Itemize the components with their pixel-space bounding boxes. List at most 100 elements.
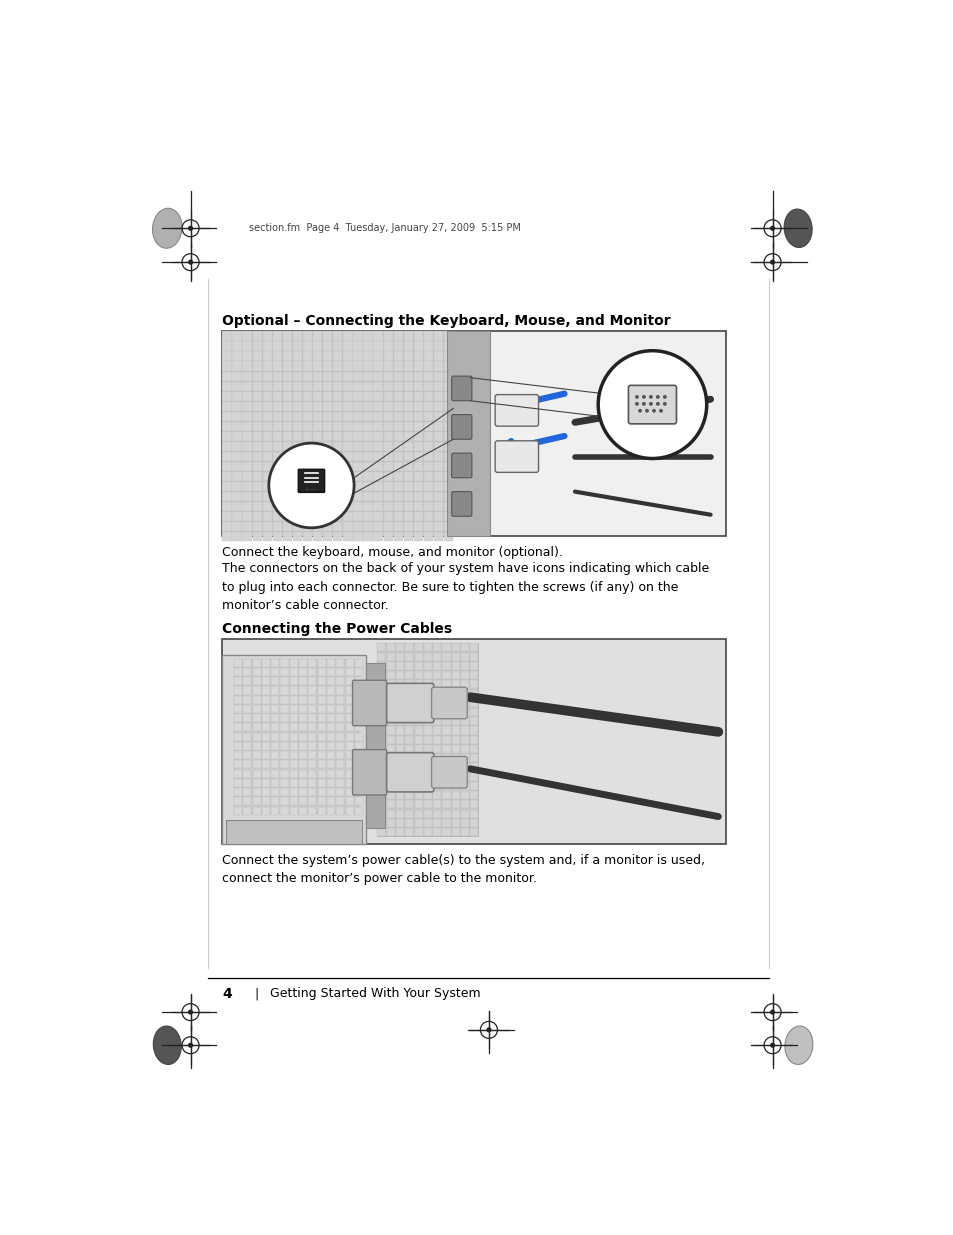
Bar: [452, 699, 459, 706]
Bar: [253, 806, 260, 815]
Bar: [383, 382, 393, 390]
Bar: [353, 531, 362, 541]
Bar: [460, 773, 469, 781]
Circle shape: [189, 1010, 193, 1014]
Bar: [298, 779, 307, 787]
Bar: [470, 689, 478, 698]
Bar: [423, 792, 432, 799]
Bar: [233, 391, 241, 401]
Circle shape: [641, 395, 645, 399]
Bar: [293, 421, 302, 431]
Bar: [383, 501, 393, 511]
Bar: [323, 352, 332, 361]
Bar: [403, 462, 413, 471]
Bar: [355, 687, 362, 694]
Bar: [460, 689, 469, 698]
Bar: [355, 769, 362, 778]
Bar: [335, 769, 344, 778]
Bar: [335, 761, 344, 768]
Bar: [262, 442, 272, 451]
Bar: [308, 687, 316, 694]
Bar: [395, 671, 404, 679]
Bar: [243, 788, 252, 797]
Bar: [470, 810, 478, 818]
Bar: [271, 714, 279, 722]
Bar: [262, 411, 272, 421]
Bar: [355, 761, 362, 768]
Bar: [353, 341, 362, 351]
Bar: [271, 658, 279, 667]
Bar: [405, 736, 413, 743]
Bar: [253, 352, 261, 361]
Bar: [423, 352, 433, 361]
Bar: [443, 442, 453, 451]
Circle shape: [189, 226, 193, 230]
Bar: [280, 677, 289, 685]
Bar: [355, 695, 362, 704]
Bar: [395, 689, 404, 698]
Bar: [442, 755, 450, 762]
Bar: [317, 769, 325, 778]
Bar: [290, 761, 297, 768]
Bar: [414, 501, 422, 511]
Bar: [470, 718, 478, 725]
Bar: [303, 372, 312, 380]
Bar: [386, 652, 395, 661]
Bar: [403, 372, 413, 380]
Bar: [242, 442, 252, 451]
Bar: [386, 829, 395, 836]
Bar: [434, 511, 443, 521]
Bar: [333, 462, 342, 471]
Bar: [403, 352, 413, 361]
Bar: [253, 501, 261, 511]
Bar: [303, 431, 312, 441]
Bar: [271, 742, 279, 750]
Bar: [222, 352, 232, 361]
Bar: [414, 452, 422, 461]
Bar: [394, 472, 402, 480]
Bar: [386, 718, 395, 725]
Bar: [243, 668, 252, 676]
Bar: [290, 788, 297, 797]
Bar: [308, 788, 316, 797]
Bar: [433, 680, 441, 688]
Bar: [290, 742, 297, 750]
Bar: [405, 726, 413, 735]
Bar: [423, 341, 433, 351]
Bar: [452, 792, 459, 799]
Bar: [443, 521, 453, 531]
Bar: [394, 382, 402, 390]
Bar: [233, 658, 357, 813]
Bar: [423, 699, 432, 706]
Bar: [335, 732, 344, 741]
Bar: [363, 482, 373, 490]
Bar: [308, 695, 316, 704]
Bar: [403, 331, 413, 341]
Bar: [233, 677, 242, 685]
Bar: [345, 714, 354, 722]
Bar: [443, 341, 453, 351]
Bar: [243, 724, 252, 731]
Bar: [327, 668, 335, 676]
Bar: [423, 401, 433, 411]
Bar: [327, 769, 335, 778]
Bar: [433, 800, 441, 809]
Bar: [386, 699, 395, 706]
Bar: [298, 668, 307, 676]
Bar: [290, 751, 297, 760]
Bar: [253, 482, 261, 490]
Bar: [253, 668, 260, 676]
Bar: [282, 531, 292, 541]
Bar: [317, 705, 325, 713]
Bar: [373, 501, 382, 511]
Bar: [373, 462, 382, 471]
Bar: [415, 819, 422, 827]
Bar: [313, 391, 322, 401]
Bar: [403, 452, 413, 461]
Bar: [363, 501, 373, 511]
Bar: [470, 680, 478, 688]
Bar: [433, 745, 441, 753]
Bar: [395, 792, 404, 799]
Bar: [434, 482, 443, 490]
Bar: [282, 391, 292, 401]
